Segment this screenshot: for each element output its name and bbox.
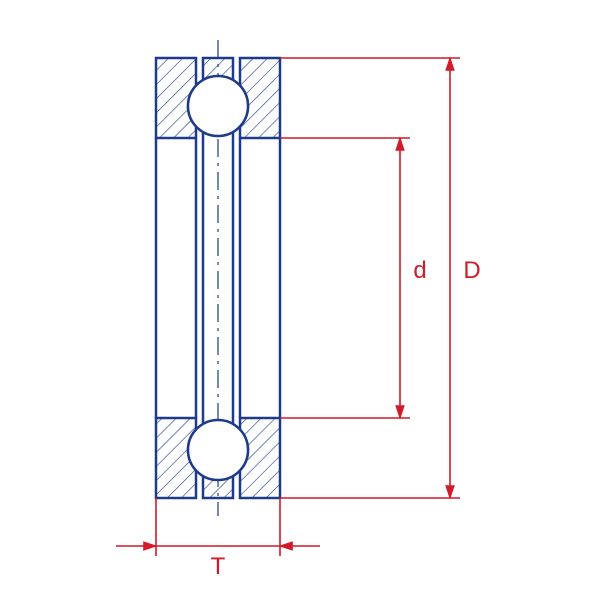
- dim-label: d: [413, 257, 426, 284]
- ball-bot: [188, 420, 248, 480]
- ball-top: [188, 76, 248, 136]
- dim-label: D: [463, 257, 480, 284]
- dim-label: T: [211, 553, 226, 580]
- bearing-diagram: Td D: [0, 0, 600, 600]
